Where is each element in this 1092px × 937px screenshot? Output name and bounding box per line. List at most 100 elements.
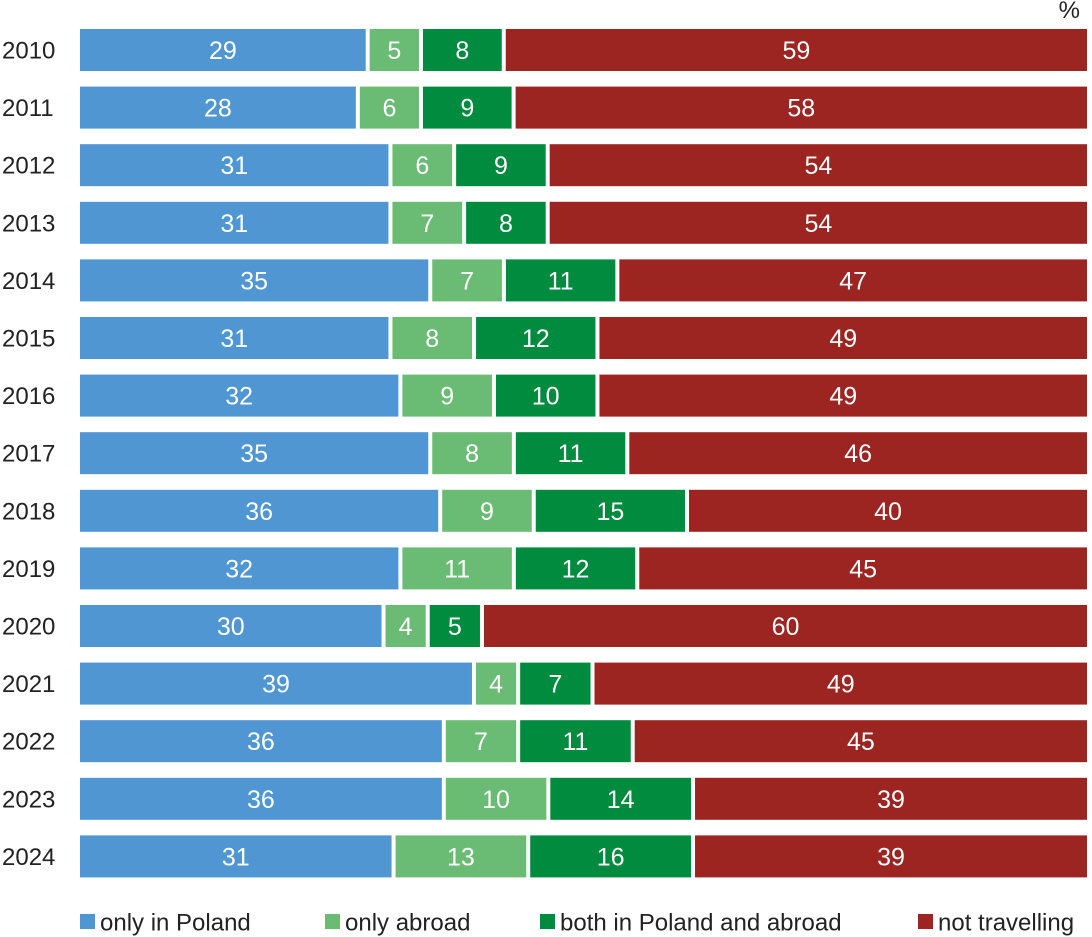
bar-row-2017: 2017 35 8 11 46 [2, 432, 1087, 475]
bar-segment-only-in-poland [80, 259, 429, 302]
bar-segment-not-travelling [634, 720, 1087, 763]
bar-segment-not-travelling [619, 259, 1087, 302]
data-label: 31 [220, 152, 248, 180]
bar-segment-not-travelling [483, 605, 1088, 647]
bar-row-2020: 2020 30 4 5 60 [2, 605, 1088, 647]
bar-segment-only-abroad [395, 835, 527, 878]
data-label: 32 [225, 555, 253, 583]
bar-segment-only-in-poland [80, 29, 366, 71]
legend-label: not travelling [938, 910, 1074, 937]
bar-segment-both-in-poland-and-abroad [422, 86, 512, 129]
data-label: 12 [522, 325, 550, 353]
bar-segment-only-abroad [385, 605, 426, 647]
data-label: 8 [499, 210, 513, 238]
data-label: 36 [247, 786, 275, 814]
bar-segment-only-in-poland [80, 144, 389, 187]
year-label: 2012 [2, 153, 55, 180]
bar-segment-only-abroad [402, 374, 492, 417]
bar-segment-both-in-poland-and-abroad [530, 835, 692, 878]
year-label: 2023 [2, 786, 55, 813]
bar-segment-not-travelling [695, 777, 1087, 820]
bar-segment-both-in-poland-and-abroad [550, 777, 692, 820]
bar-segment-only-abroad [402, 547, 512, 590]
legend-item-only-abroad: only abroad [325, 910, 470, 937]
year-label: 2011 [2, 95, 54, 122]
bar-segment-only-in-poland [80, 317, 389, 359]
data-label: 11 [558, 440, 584, 468]
bar-row-2019: 2019 32 11 12 45 [2, 547, 1087, 590]
year-label: 2013 [2, 210, 55, 237]
bar-segment-only-in-poland [80, 662, 472, 705]
bar-row-2011: 2011 28 6 9 58 [2, 86, 1087, 129]
bar-row-2023: 2023 36 10 14 39 [2, 777, 1087, 820]
data-label: 31 [220, 210, 248, 238]
data-label: 54 [804, 210, 832, 238]
data-label: 9 [460, 95, 474, 123]
bar-row-2014: 2014 35 7 11 47 [2, 259, 1087, 302]
bar-segment-not-travelling [639, 547, 1087, 590]
data-label: 4 [399, 613, 413, 641]
data-label: 45 [847, 728, 875, 756]
data-label: 46 [844, 440, 872, 468]
bar-segment-only-in-poland [80, 835, 392, 878]
bar-segment-not-travelling [599, 374, 1087, 417]
data-label: 59 [782, 37, 810, 65]
data-label: 47 [839, 267, 867, 295]
bar-segment-only-abroad [445, 720, 517, 763]
data-label: 31 [220, 325, 248, 353]
bar-segment-both-in-poland-and-abroad [456, 144, 546, 187]
data-label: 49 [829, 383, 857, 411]
bar-segment-not-travelling [695, 835, 1087, 878]
data-label: 11 [562, 728, 588, 756]
year-label: 2018 [2, 498, 55, 525]
legend-item-both-in-poland-and-abroad: both in Poland and abroad [540, 910, 842, 937]
year-label: 2022 [2, 729, 55, 756]
data-label: 11 [444, 555, 470, 583]
data-label: 12 [562, 555, 590, 583]
bar-row-2015: 2015 31 8 12 49 [2, 317, 1087, 359]
data-label: 29 [209, 37, 237, 65]
bar-segment-only-abroad [359, 86, 419, 129]
data-label: 8 [465, 440, 479, 468]
bar-segment-not-travelling [549, 144, 1087, 187]
bar-segment-only-abroad [432, 432, 512, 475]
data-label: 49 [827, 671, 855, 699]
bar-segment-only-in-poland [80, 86, 356, 129]
data-label: 10 [532, 383, 560, 411]
bar-segment-not-travelling [515, 86, 1087, 129]
bar-segment-both-in-poland-and-abroad [520, 720, 631, 763]
legend-label: both in Poland and abroad [560, 910, 842, 937]
bar-row-2016: 2016 32 9 10 49 [2, 374, 1087, 417]
bar-segment-not-travelling [549, 201, 1087, 244]
data-label: 7 [548, 671, 562, 699]
data-label: 35 [240, 440, 268, 468]
data-label: 9 [440, 383, 454, 411]
year-label: 2015 [2, 326, 55, 353]
legend-label: only abroad [345, 910, 470, 937]
bar-segment-not-travelling [599, 317, 1087, 359]
unit-label: % [1059, 0, 1080, 24]
data-label: 7 [474, 728, 488, 756]
data-label: 39 [877, 843, 905, 871]
data-label: 58 [787, 95, 815, 123]
data-label: 36 [245, 498, 273, 526]
bar-segment-both-in-poland-and-abroad [476, 317, 596, 359]
data-label: 9 [494, 152, 508, 180]
data-label: 32 [225, 383, 253, 411]
data-label: 14 [607, 786, 635, 814]
bar-segment-not-travelling [594, 662, 1087, 705]
legend-item-only-in-poland: only in Poland [80, 910, 251, 937]
bar-segment-both-in-poland-and-abroad [422, 29, 502, 71]
bar-segment-both-in-poland-and-abroad [515, 432, 626, 475]
year-label: 2024 [2, 844, 55, 871]
year-label: 2021 [2, 671, 55, 698]
data-label: 9 [480, 498, 494, 526]
legend-item-not-travelling: not travelling [918, 910, 1074, 937]
bar-segment-not-travelling [689, 489, 1087, 532]
legend-label: only in Poland [100, 910, 251, 937]
year-label: 2016 [2, 383, 55, 410]
year-label: 2019 [2, 556, 55, 583]
data-label: 13 [447, 843, 475, 871]
bar-segment-both-in-poland-and-abroad [505, 259, 616, 302]
